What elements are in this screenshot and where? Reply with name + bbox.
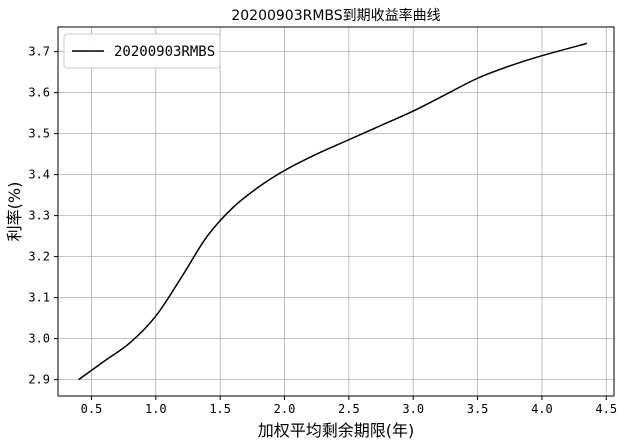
y-tick-label: 2.9: [28, 373, 50, 387]
y-tick-label: 3.5: [28, 127, 50, 141]
y-axis-ticks: 2.9 3.0 3.1 3.2 3.3 3.4 3.5 3.6 3.7: [28, 45, 58, 387]
plot-frame: [57, 26, 615, 397]
x-tick-label: 3.5: [467, 402, 489, 416]
x-tick-label: 2.5: [338, 402, 360, 416]
x-tick-label: 3.0: [402, 402, 424, 416]
y-axis-label: 利率(%): [5, 182, 24, 242]
y-tick-label: 3.3: [28, 209, 50, 223]
x-tick-label: 1.5: [209, 402, 231, 416]
series-line: [78, 42, 588, 381]
legend-box: [63, 33, 221, 69]
x-tick-label: 1.0: [145, 402, 167, 416]
y-tick-label: 3.2: [28, 250, 50, 264]
legend-label: 20200903RMBS: [114, 44, 215, 60]
x-axis-label: 加权平均剩余期限(年): [258, 421, 415, 440]
y-tick-label: 3.4: [28, 168, 50, 182]
y-tick-label: 3.0: [28, 332, 50, 346]
x-axis-ticks: 0.5 1.0 1.5 2.0 2.5 3.0 3.5 4.0 4.5: [81, 396, 617, 416]
x-tick-label: 2.0: [274, 402, 296, 416]
y-tick-label: 3.7: [28, 45, 50, 59]
y-tick-label: 3.1: [28, 291, 50, 305]
grid: [58, 27, 614, 396]
x-tick-label: 4.5: [595, 402, 617, 416]
chart-title: 20200903RMBS到期收益率曲线: [231, 7, 440, 24]
legend: 20200903RMBS: [63, 33, 221, 69]
x-tick-label: 0.5: [81, 402, 103, 416]
x-tick-label: 4.0: [531, 402, 553, 416]
series-layer: [78, 42, 588, 381]
y-tick-label: 3.6: [28, 86, 50, 100]
